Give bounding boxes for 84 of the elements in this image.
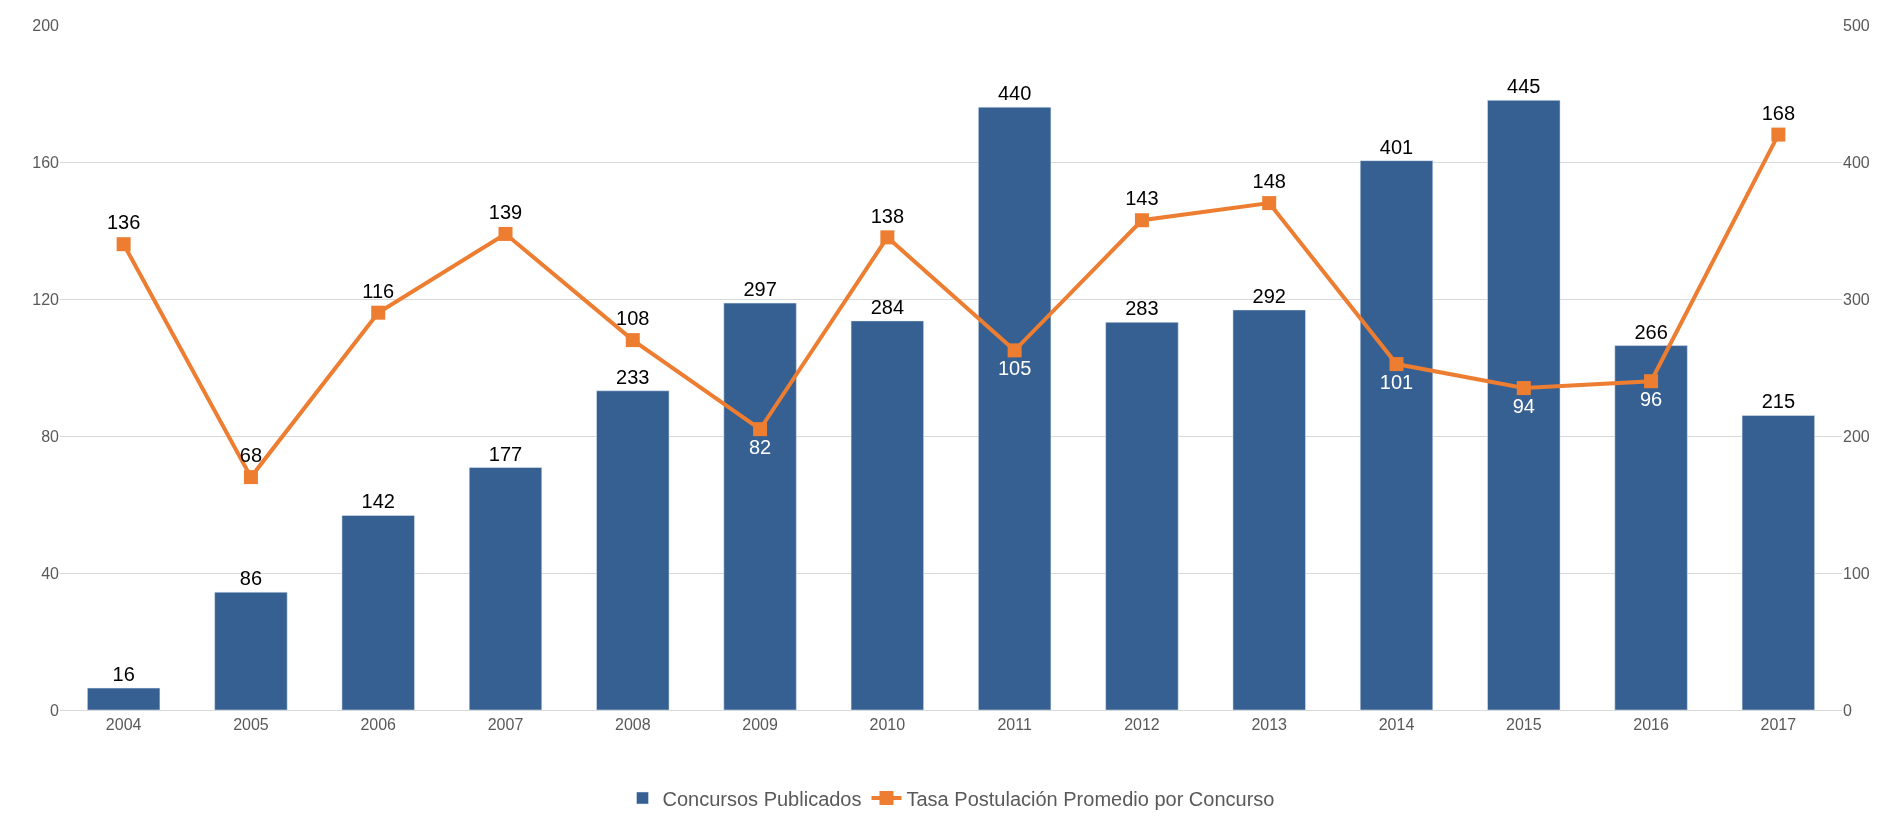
data-label: 96 xyxy=(1639,387,1663,410)
data-label: 148 xyxy=(1252,170,1286,193)
x-tick-label: 2013 xyxy=(1251,716,1288,734)
point xyxy=(1516,381,1531,396)
point xyxy=(1644,374,1659,389)
point xyxy=(880,230,895,245)
bar xyxy=(723,302,797,710)
bar xyxy=(87,687,161,710)
data-label: 233 xyxy=(616,365,650,388)
data-label: 215 xyxy=(1761,390,1796,413)
data-label: 138 xyxy=(870,204,905,227)
data-label: 139 xyxy=(488,201,523,224)
data-label: 445 xyxy=(1507,75,1541,98)
data-label: 292 xyxy=(1252,284,1286,307)
x-tick-label: 2012 xyxy=(1124,716,1160,734)
y2-tick-label: 300 xyxy=(1843,290,1870,308)
y-tick-label: 40 xyxy=(41,564,60,582)
data-label: 116 xyxy=(362,279,395,302)
y-tick-label: 0 xyxy=(50,701,60,719)
bar xyxy=(468,467,543,710)
point xyxy=(1262,196,1277,211)
point xyxy=(498,226,513,241)
x-tick-label: 2004 xyxy=(105,716,142,734)
x-tick-label: 2017 xyxy=(1760,716,1797,734)
data-label: 136 xyxy=(106,211,141,234)
x-tick-label: 2009 xyxy=(742,716,778,734)
data-label: 108 xyxy=(616,307,650,330)
bar xyxy=(1741,415,1815,710)
point xyxy=(1134,213,1149,228)
data-label: 142 xyxy=(361,490,395,513)
data-label: 401 xyxy=(1379,135,1414,158)
point xyxy=(1007,343,1022,358)
legend-label: Concursos Publicados xyxy=(662,787,862,810)
point xyxy=(625,333,640,348)
data-label: 82 xyxy=(748,435,772,458)
data-label: 94 xyxy=(1512,394,1535,417)
bar xyxy=(214,591,288,710)
data-label: 143 xyxy=(1125,187,1159,210)
data-label: 105 xyxy=(997,357,1032,380)
x-tick-label: 2006 xyxy=(360,716,397,734)
x-tick-label: 2011 xyxy=(997,716,1032,734)
bar xyxy=(1359,160,1434,710)
bar xyxy=(1487,100,1561,710)
point xyxy=(116,237,131,252)
data-label: 68 xyxy=(239,444,263,467)
data-label: 101 xyxy=(1379,370,1414,393)
bar xyxy=(596,390,670,710)
y-tick-label: 160 xyxy=(32,153,60,171)
point xyxy=(753,422,768,437)
y2-tick-label: 100 xyxy=(1843,564,1870,582)
data-label: 440 xyxy=(997,82,1032,105)
data-label: 16 xyxy=(112,663,135,686)
point xyxy=(371,305,386,320)
point xyxy=(243,470,258,485)
x-tick-label: 2007 xyxy=(487,716,524,734)
x-tick-label: 2014 xyxy=(1378,716,1415,734)
data-label: 168 xyxy=(1761,101,1796,124)
y2-tick-label: 500 xyxy=(1843,16,1870,34)
bar xyxy=(1614,345,1688,710)
data-label: 297 xyxy=(743,278,777,301)
bar xyxy=(978,106,1052,710)
y2-tick-label: 400 xyxy=(1843,153,1870,171)
data-label: 284 xyxy=(870,295,905,318)
y-tick-label: 200 xyxy=(32,16,60,34)
x-tick-label: 2008 xyxy=(614,716,651,734)
point xyxy=(1771,127,1786,142)
data-label: 86 xyxy=(239,567,263,590)
data-label: 177 xyxy=(488,442,523,465)
x-tick-label: 2005 xyxy=(233,716,269,734)
data-label: 283 xyxy=(1125,297,1159,320)
bar xyxy=(341,515,415,710)
legend-label: Tasa Postulación Promedio por Concurso xyxy=(906,787,1275,810)
bar xyxy=(1232,309,1306,710)
y-tick-label: 80 xyxy=(41,427,60,445)
y2-tick-label: 200 xyxy=(1843,427,1870,445)
x-tick-label: 2016 xyxy=(1633,716,1669,734)
point xyxy=(1389,357,1404,372)
x-tick-label: 2015 xyxy=(1505,716,1542,734)
x-tick-label: 2010 xyxy=(869,716,906,734)
data-label: 266 xyxy=(1634,320,1668,343)
y2-tick-label: 0 xyxy=(1843,701,1852,719)
bar xyxy=(850,320,924,710)
bar xyxy=(1105,322,1179,710)
y-tick-label: 120 xyxy=(32,290,60,308)
